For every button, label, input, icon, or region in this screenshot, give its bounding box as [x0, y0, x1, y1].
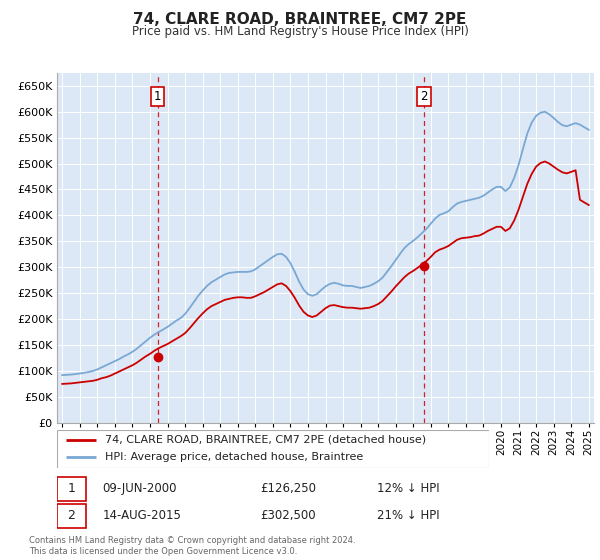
- Text: 2: 2: [421, 90, 428, 102]
- Text: 1: 1: [67, 482, 76, 496]
- Bar: [57, 503, 86, 528]
- Text: 1: 1: [154, 90, 161, 102]
- Text: Price paid vs. HM Land Registry's House Price Index (HPI): Price paid vs. HM Land Registry's House …: [131, 25, 469, 38]
- Bar: [57, 477, 86, 501]
- Text: 21% ↓ HPI: 21% ↓ HPI: [377, 509, 440, 522]
- Text: Contains HM Land Registry data © Crown copyright and database right 2024.
This d: Contains HM Land Registry data © Crown c…: [29, 536, 355, 556]
- Text: 2: 2: [67, 509, 76, 522]
- Text: 09-JUN-2000: 09-JUN-2000: [103, 482, 177, 496]
- Text: 74, CLARE ROAD, BRAINTREE, CM7 2PE: 74, CLARE ROAD, BRAINTREE, CM7 2PE: [133, 12, 467, 27]
- Text: 74, CLARE ROAD, BRAINTREE, CM7 2PE (detached house): 74, CLARE ROAD, BRAINTREE, CM7 2PE (deta…: [104, 435, 425, 445]
- Text: HPI: Average price, detached house, Braintree: HPI: Average price, detached house, Brai…: [104, 452, 363, 463]
- Text: 12% ↓ HPI: 12% ↓ HPI: [377, 482, 440, 496]
- Text: £302,500: £302,500: [260, 509, 316, 522]
- Text: £126,250: £126,250: [260, 482, 316, 496]
- Text: 14-AUG-2015: 14-AUG-2015: [103, 509, 181, 522]
